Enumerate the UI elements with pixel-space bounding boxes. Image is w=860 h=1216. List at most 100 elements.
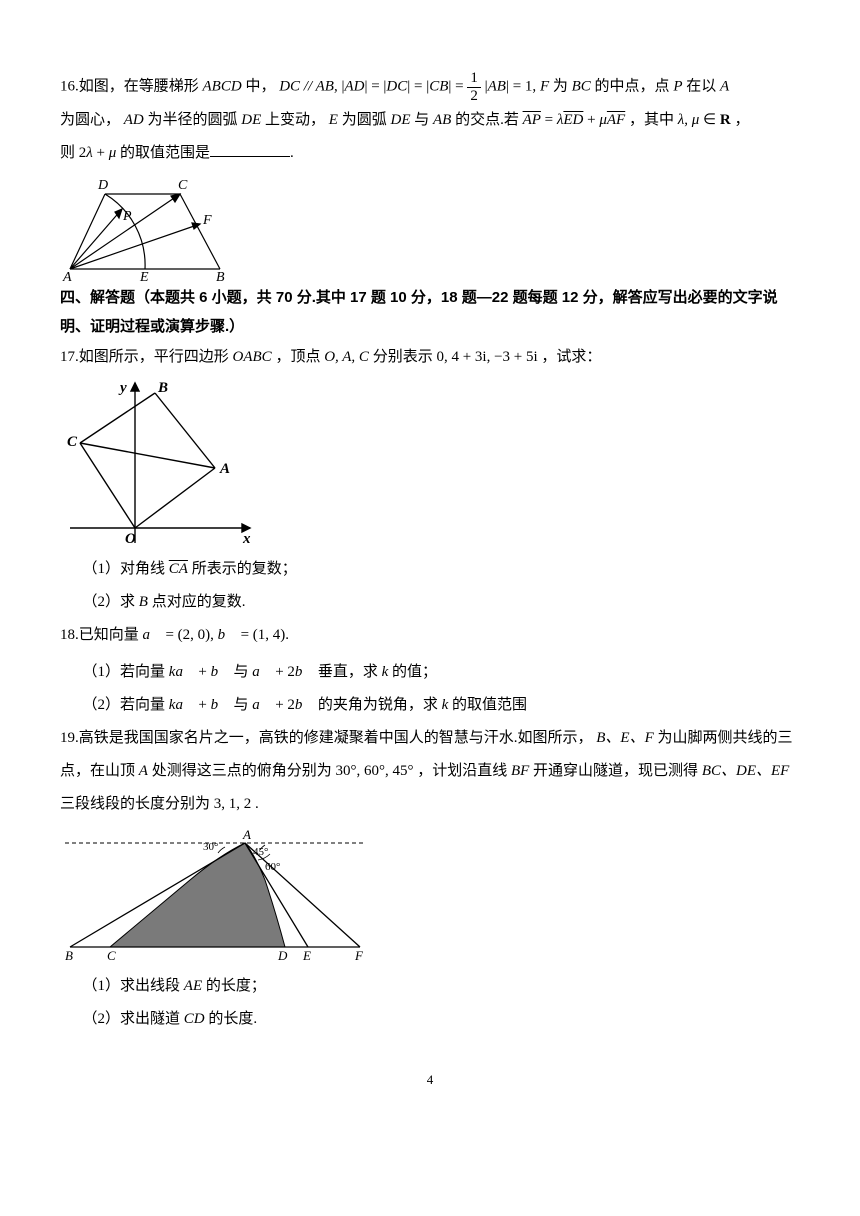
q18-p1d: 的值；: [392, 664, 437, 680]
q18-p2v1: ka⃗ + b⃗: [169, 697, 230, 713]
q16-te: 在以: [686, 78, 716, 94]
question-18: 18.已知向量 a⃗ = (2, 0), b⃗ = (1, 4).: [60, 619, 800, 652]
q18-p1c: 垂直，求: [318, 664, 378, 680]
q19-diagram: A B C D E F 30° 45° 60°: [60, 825, 370, 970]
q16-tj: 与: [414, 112, 429, 128]
q17-p2: （2）求 B 点对应的复数.: [83, 586, 801, 619]
q16-AD: AD: [124, 112, 144, 128]
q19-BF: BF: [511, 763, 529, 779]
q17-p2n: （2）: [83, 594, 121, 610]
section4-title: 四、解答题（本题共 6 小题，共 70 分.其中 17 题 10 分，18 题—…: [60, 284, 800, 341]
q19-ang: 30°, 60°, 45°: [335, 763, 413, 779]
svg-text:D: D: [277, 948, 288, 963]
q17-ta: 如图所示，平行四边形: [79, 349, 229, 365]
q16-num: 16.: [60, 78, 79, 94]
q18-p1b: 与: [234, 664, 249, 680]
q18-ta: 已知向量: [79, 627, 139, 643]
q19-BEF: B、E、F: [596, 730, 654, 746]
q19-p2a: 求出隧道: [120, 1011, 180, 1027]
q17-vals: 0, 4 + 3i, −3 + 5i: [436, 349, 537, 365]
q19-td: ，计划沿直线: [417, 763, 507, 779]
q17-tb: ，顶点: [275, 349, 320, 365]
svg-text:C: C: [67, 434, 78, 450]
q16-veq: AP = λED + μAF: [523, 112, 626, 128]
q17-CA: CA: [169, 561, 188, 577]
q17-OAC: O, A, C: [324, 349, 369, 365]
q19-te: 开通穿山隧道，现已测得: [533, 763, 698, 779]
svg-text:A: A: [62, 270, 72, 284]
svg-text:x: x: [242, 531, 251, 547]
q18-p2b: 与: [234, 697, 249, 713]
q17-diagram: O A B C x y: [60, 378, 260, 553]
svg-text:30°: 30°: [203, 841, 218, 853]
q16-tm: ，: [734, 112, 749, 128]
q18-num: 18.: [60, 627, 79, 643]
svg-text:B: B: [216, 270, 225, 284]
svg-text:P: P: [122, 209, 132, 224]
q19-lens: 3, 1, 2: [214, 796, 252, 812]
q16-lm: λ, μ ∈ R: [678, 112, 731, 128]
q19-p1b: 的长度；: [206, 978, 266, 994]
svg-text:E: E: [302, 948, 311, 963]
q16-eq2: |AB| = 1, F: [485, 78, 549, 94]
q16-par: DC // AB: [279, 78, 334, 94]
q16-ta: 如图，在等腰梯形: [79, 78, 199, 94]
q18-p1k: k: [382, 664, 389, 680]
q16-blank: [210, 141, 290, 157]
svg-text:F: F: [202, 213, 212, 228]
q19-A: A: [139, 763, 148, 779]
q17-td: ，试求：: [541, 349, 601, 365]
q17-tc: 分别表示: [373, 349, 433, 365]
q16-tk: 的交点.若: [455, 112, 519, 128]
q19-dot: .: [255, 796, 259, 812]
q18-p2a: 若向量: [120, 697, 165, 713]
q19-p2b: 的长度.: [208, 1011, 257, 1027]
q19-num: 19.: [60, 730, 79, 746]
q16-expr: 2λ + μ: [79, 145, 117, 161]
q16-A: A: [720, 78, 729, 94]
q16-ti: 为圆弧: [342, 112, 387, 128]
q17-p1a: 对角线: [120, 561, 165, 577]
page-number: 4: [60, 1066, 800, 1095]
q16-c1: ,: [334, 78, 338, 94]
q18-p2d: 的取值范围: [452, 697, 527, 713]
q16-AB: AB: [433, 112, 451, 128]
q16-tn: 的取值范围是: [120, 145, 210, 161]
q18-av: a⃗ = (2, 0), b⃗ = (1, 4): [143, 627, 286, 643]
q16-tg: 为半径的圆弧: [148, 112, 238, 128]
question-19: 19.高铁是我国国家名片之一，高铁的修建凝聚着中国人的智慧与汗水.如图所示， B…: [60, 722, 800, 821]
q18-p2v2: a⃗ + 2b⃗: [252, 697, 314, 713]
svg-text:45°: 45°: [253, 846, 268, 858]
q16-E: E: [329, 112, 338, 128]
svg-text:B: B: [65, 948, 73, 963]
q16-DE2: DE: [390, 112, 410, 128]
q18-p2c: 的夹角为锐角，求: [318, 697, 438, 713]
q19-tf: 三段线段的长度分别为: [60, 796, 210, 812]
question-17: 17.如图所示，平行四边形 OABC ，顶点 O, A, C 分别表示 0, 4…: [60, 341, 800, 374]
q16-tc: 为: [553, 78, 568, 94]
q16-th: 上变动，: [265, 112, 325, 128]
q19-AE: AE: [184, 978, 202, 994]
q19-tc: 处测得这三点的俯角分别为: [152, 763, 332, 779]
q17-OABC: OABC: [233, 349, 272, 365]
q16-tb: 中，: [245, 78, 275, 94]
q18-p1n: （1）: [83, 664, 121, 680]
svg-text:C: C: [178, 178, 188, 193]
q17-p1n: （1）: [83, 561, 121, 577]
q18-p2k: k: [442, 697, 449, 713]
q18-p1: （1）若向量 ka⃗ + b⃗ 与 a⃗ + 2b⃗ 垂直，求 k 的值；: [83, 656, 801, 689]
question-16: 16.如图，在等腰梯形 ABCD 中， DC // AB, |AD| = |DC…: [60, 70, 800, 170]
q18-p1a: 若向量: [120, 664, 165, 680]
q16-P: P: [673, 78, 682, 94]
q16-tf: 为圆心，: [60, 112, 120, 128]
q16-td: 的中点，点: [595, 78, 670, 94]
q19-p1: （1）求出线段 AE 的长度；: [83, 970, 801, 1003]
svg-text:D: D: [97, 178, 108, 193]
svg-text:C: C: [107, 948, 116, 963]
svg-text:y: y: [118, 380, 127, 396]
svg-text:O: O: [125, 531, 136, 547]
q18-dot: .: [285, 627, 289, 643]
q16-tl: ，其中: [629, 112, 674, 128]
q16-eq1: |AD| = |DC| = |CB| =: [341, 78, 463, 94]
q16-BC: BC: [572, 78, 591, 94]
